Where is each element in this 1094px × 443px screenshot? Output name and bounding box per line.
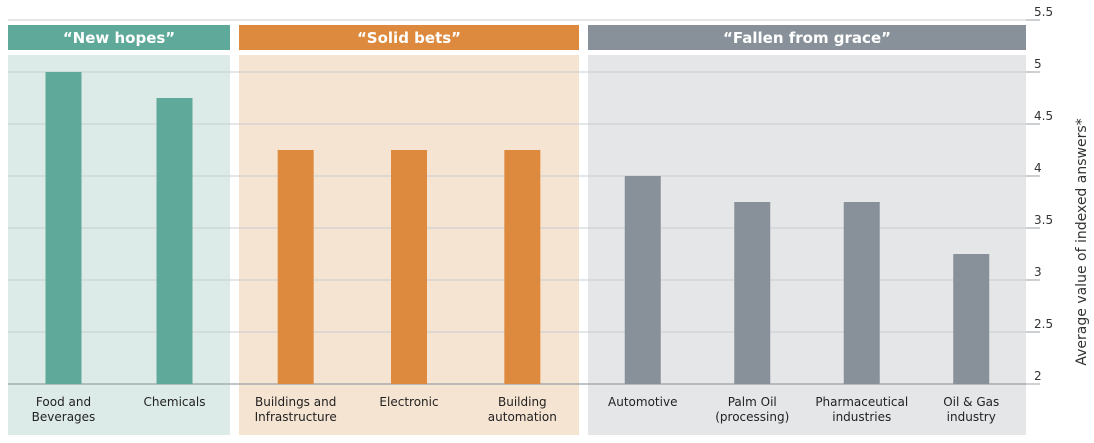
y-axis-label: Average value of indexed answers* [1074, 118, 1090, 365]
bar-1-2 [156, 98, 193, 384]
category-label-2-3: Building automation [488, 395, 557, 424]
category-label-3-4: Oil & Gas industry [943, 395, 999, 424]
group-title-2: “Solid bets” [357, 29, 461, 47]
category-label-2-2: Electronic [379, 395, 438, 409]
y-tick-label-3: 4.5 [1034, 109, 1053, 123]
bar-2-2 [391, 150, 427, 384]
category-label-1-2: Chemicals [144, 395, 206, 409]
category-label-3-1: Automotive [608, 395, 677, 409]
category-label-1-1: Food and Beverages [32, 395, 96, 424]
bar-2-1 [277, 150, 314, 384]
bar-2-3 [504, 150, 541, 384]
bar-3-3 [843, 202, 880, 384]
group-header-3 [588, 25, 1026, 50]
bar-3-4 [953, 254, 990, 384]
y-tick-label-2: 5 [1034, 57, 1042, 71]
bar-3-2 [734, 202, 771, 384]
group-title-3: “Fallen from grace” [723, 29, 891, 47]
category-label-2-1: Buildings and Infrastructure [255, 395, 337, 424]
group-background-1 [8, 55, 230, 435]
y-tick-label-6: 3 [1034, 265, 1042, 279]
group-background-3 [588, 55, 1026, 435]
category-label-3-3: Pharmaceutical industries [815, 395, 908, 424]
category-label-3-2: Palm Oil (processing) [715, 395, 789, 424]
y-tick-label-4: 4 [1034, 161, 1042, 175]
group-header-1 [8, 25, 230, 50]
y-tick-label-5: 3.5 [1034, 213, 1053, 227]
bar-3-1 [624, 176, 661, 384]
group-header-2 [239, 25, 579, 50]
y-tick-label-8: 2 [1034, 369, 1042, 383]
y-tick-label-7: 2.5 [1034, 317, 1053, 331]
y-tick-label-1: 5.5 [1034, 5, 1053, 19]
group-title-1: “New hopes” [63, 29, 175, 47]
bar-1-1 [45, 72, 82, 384]
